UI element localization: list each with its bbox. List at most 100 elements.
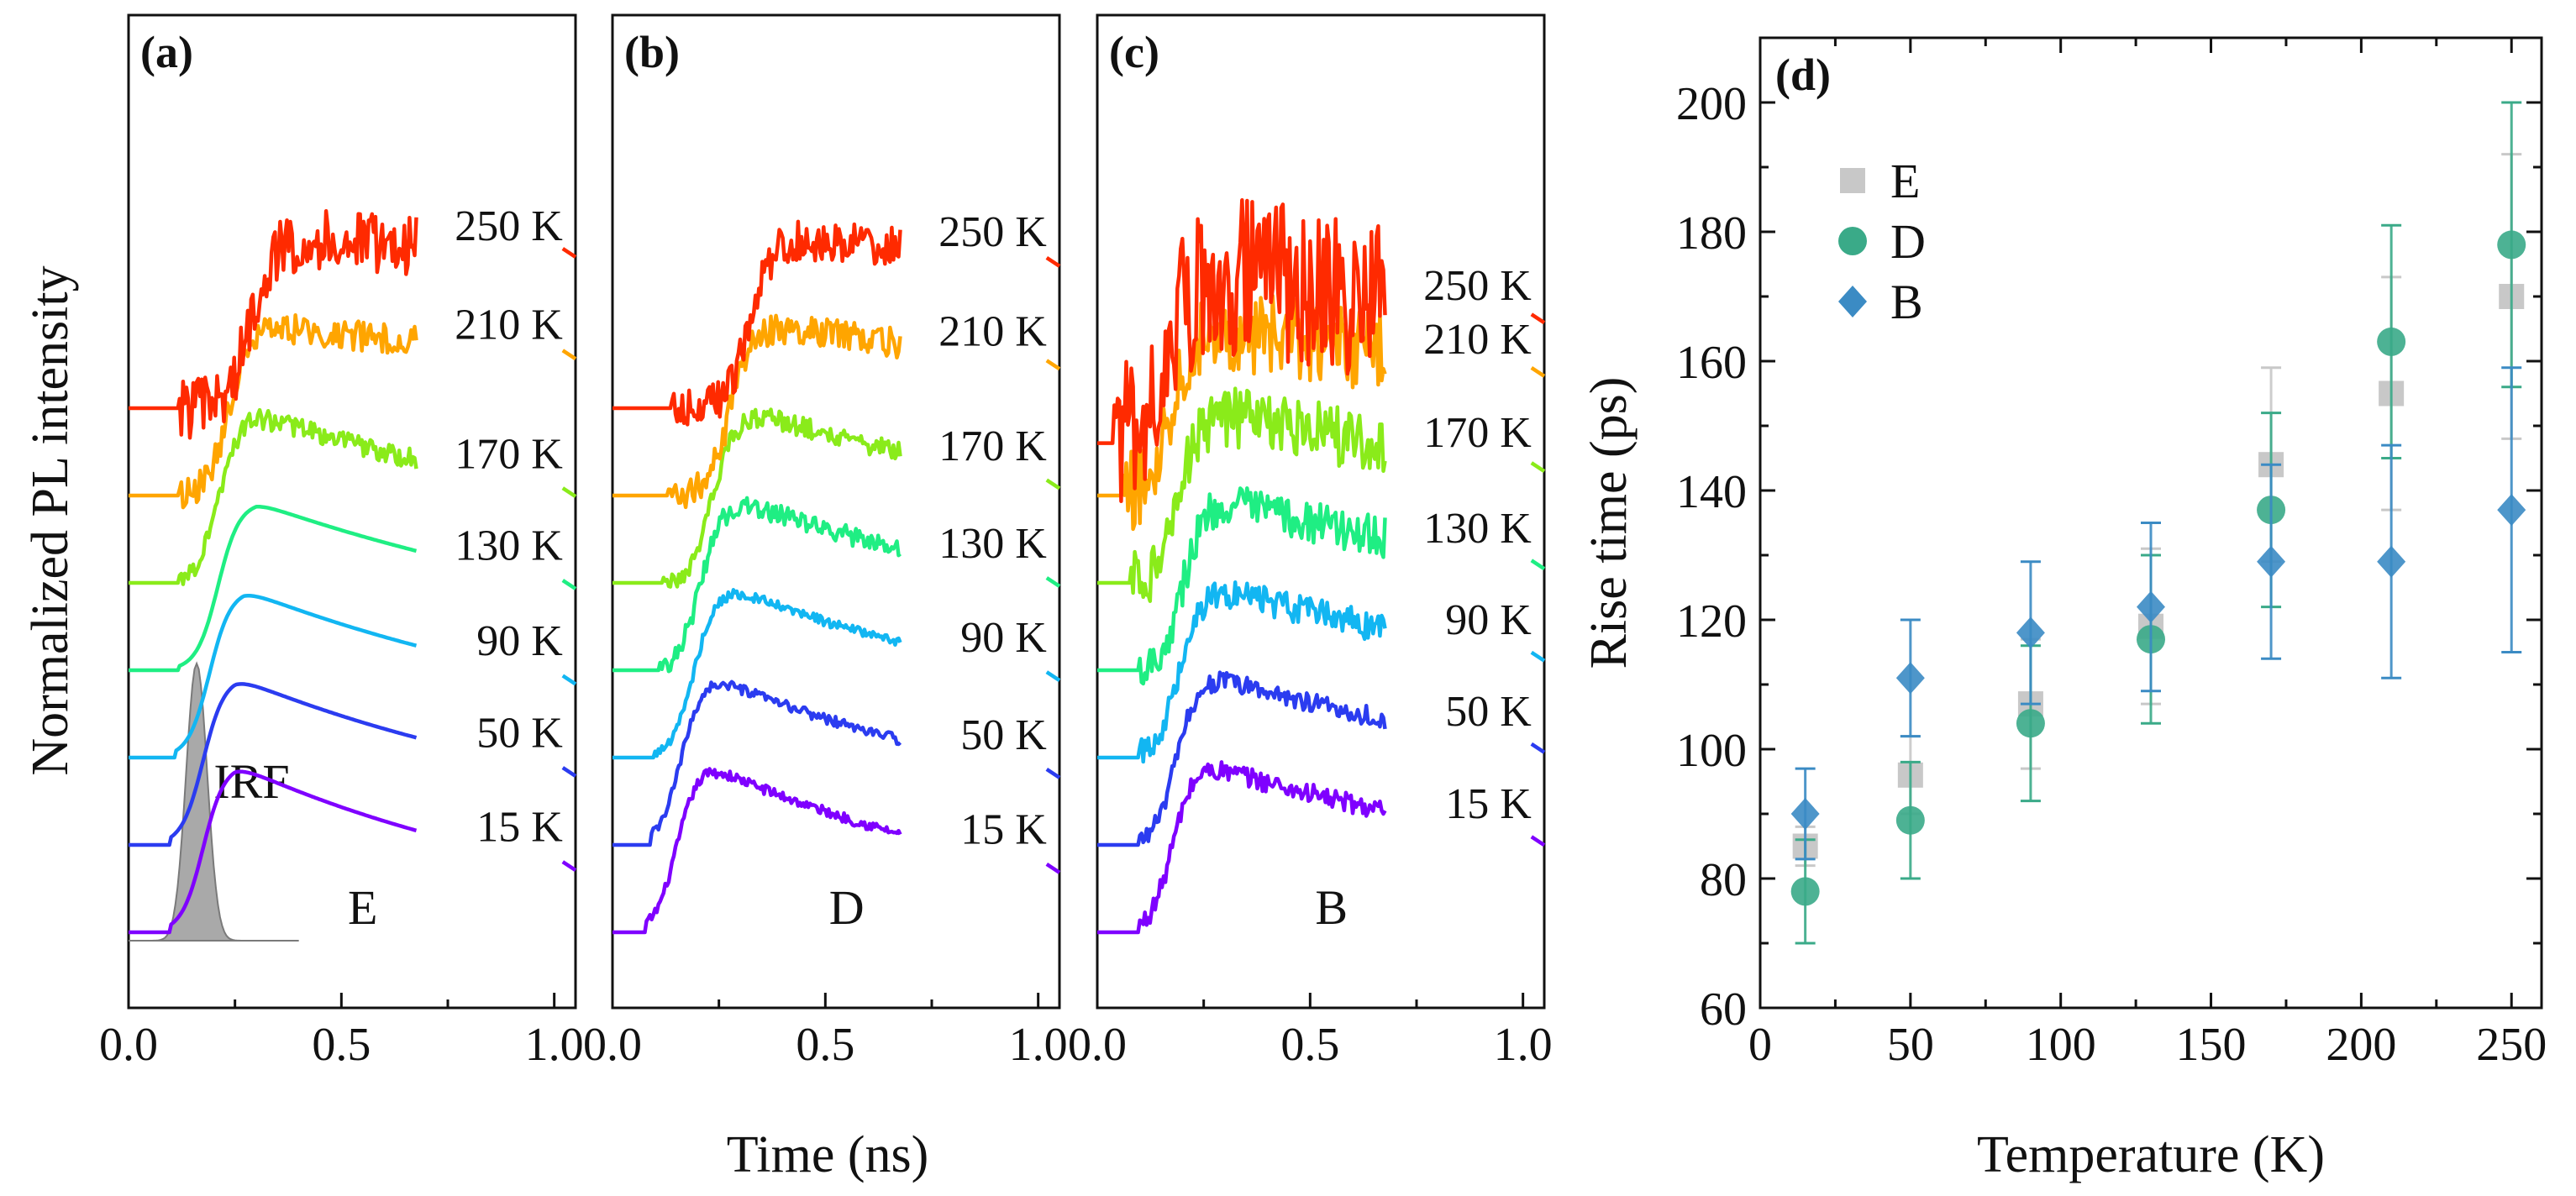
trace-tail bbox=[1530, 650, 1546, 663]
sample-label: E bbox=[348, 880, 377, 935]
trace-tail bbox=[561, 860, 577, 872]
trace-170k bbox=[612, 407, 902, 589]
panel-letter: (d) bbox=[1775, 50, 1831, 100]
trace-tail bbox=[561, 486, 577, 499]
point-b-90 bbox=[2016, 616, 2045, 649]
trace-tail bbox=[1530, 742, 1546, 754]
temp-label: 130 K bbox=[1423, 505, 1532, 553]
temp-label: 90 K bbox=[960, 614, 1047, 662]
trace-tail bbox=[1045, 478, 1061, 490]
point-d-15 bbox=[1790, 877, 1820, 906]
temp-label: 250 K bbox=[455, 202, 563, 250]
temp-label: 50 K bbox=[960, 711, 1047, 759]
trace-tail bbox=[1530, 559, 1546, 571]
panel-d: (d) Temperature (K) Rise time (ps) 0 50 100 15… bbox=[1580, 36, 2547, 1183]
panel-letter: (b) bbox=[624, 27, 680, 77]
legend-marker-b bbox=[1838, 286, 1867, 317]
legend-marker-d bbox=[1838, 227, 1867, 255]
x-tick-label: 250 bbox=[2476, 1019, 2547, 1071]
trace-90k bbox=[128, 594, 418, 760]
trace-tail bbox=[561, 247, 577, 259]
legend-marker-e bbox=[1840, 168, 1865, 193]
temp-label: 90 K bbox=[1445, 596, 1532, 644]
trace-tail bbox=[561, 579, 577, 590]
temp-label: 210 K bbox=[455, 302, 563, 349]
y-axis-label: Rise time (ps) bbox=[1580, 377, 1638, 669]
trace-50k bbox=[128, 682, 418, 847]
point-b-250 bbox=[2497, 494, 2526, 527]
temp-label: 170 K bbox=[1423, 409, 1532, 457]
point-b-170 bbox=[2257, 545, 2286, 578]
sample-label: B bbox=[1315, 880, 1348, 935]
temp-label: 90 K bbox=[476, 617, 563, 665]
sample-label: D bbox=[829, 880, 865, 935]
trace-tail bbox=[1045, 576, 1061, 588]
plot-frame bbox=[611, 13, 1061, 1010]
pl-ylabel: Normalized PL intensity bbox=[22, 265, 79, 775]
x-tick-label: 50 bbox=[1887, 1019, 1934, 1071]
trace-50k bbox=[1096, 670, 1387, 847]
trace-130k bbox=[1096, 486, 1387, 686]
panel-b: (b) 0.0 0.5 1.0 15 K 50 K 90 K 130 K 170 K 210 K 2… bbox=[583, 13, 1068, 1071]
y-tick-label: 80 bbox=[1700, 854, 1747, 906]
point-b-50 bbox=[1895, 662, 1925, 695]
trace-170k bbox=[128, 407, 418, 586]
trace-130k bbox=[612, 496, 902, 674]
trace-tail bbox=[561, 766, 577, 778]
temp-label: 170 K bbox=[455, 431, 563, 479]
trace-tail bbox=[1045, 767, 1061, 779]
x-tick-label: 1.0 bbox=[525, 1019, 584, 1071]
trace-tail bbox=[1045, 359, 1061, 371]
trace-250k bbox=[128, 209, 418, 440]
plot-frame bbox=[1096, 13, 1546, 1010]
x-tick-label: 0.5 bbox=[312, 1019, 371, 1071]
temp-label: 210 K bbox=[938, 308, 1047, 356]
temp-label: 130 K bbox=[938, 520, 1047, 568]
y-tick-label: 140 bbox=[1676, 466, 1747, 518]
trace-tail bbox=[561, 674, 577, 686]
point-b-15 bbox=[1790, 798, 1820, 830]
x-tick-label: 100 bbox=[2026, 1019, 2096, 1071]
x-tick-label: 1.0 bbox=[1009, 1019, 1068, 1071]
trace-15k bbox=[1096, 760, 1387, 935]
trace-tail bbox=[1530, 835, 1546, 847]
legend-label-b: B bbox=[1890, 275, 1923, 329]
point-b-130 bbox=[2137, 590, 2165, 623]
x-tick-label: 0.0 bbox=[99, 1019, 158, 1071]
temp-label: 250 K bbox=[1423, 262, 1532, 310]
x-tick-label: 0.0 bbox=[1068, 1019, 1127, 1071]
y-tick-label: 120 bbox=[1676, 595, 1747, 648]
y-tick-label: 100 bbox=[1676, 725, 1747, 777]
trace-15k bbox=[128, 769, 418, 935]
point-d-50 bbox=[1895, 805, 1925, 835]
x-axis-label: Temperature (K) bbox=[1977, 1126, 2325, 1183]
temp-label: 210 K bbox=[1423, 316, 1532, 364]
trace-tail bbox=[1045, 255, 1061, 268]
point-d-210 bbox=[2377, 327, 2406, 356]
temp-label: 15 K bbox=[960, 806, 1047, 854]
plot-frame bbox=[1759, 36, 2543, 1010]
x-tick-label: 0.5 bbox=[796, 1019, 854, 1071]
trace-170k bbox=[1096, 386, 1387, 603]
trace-tail bbox=[1045, 862, 1061, 874]
irf-curve bbox=[129, 661, 299, 942]
y-tick-label: 200 bbox=[1676, 78, 1747, 130]
trace-tail bbox=[1045, 670, 1061, 682]
panel-letter: (c) bbox=[1109, 27, 1159, 77]
pl-xlabel: Time (ns) bbox=[727, 1126, 929, 1183]
point-b-210 bbox=[2377, 545, 2406, 578]
panel-letter: (a) bbox=[140, 27, 193, 77]
trace-tail bbox=[1530, 312, 1546, 325]
legend-label-e: E bbox=[1890, 154, 1920, 208]
point-d-250 bbox=[2497, 230, 2526, 260]
trace-210k bbox=[1096, 294, 1387, 532]
x-tick-label: 1.0 bbox=[1494, 1019, 1553, 1071]
temp-label: 250 K bbox=[938, 208, 1047, 256]
trace-15k bbox=[612, 767, 902, 935]
panel-c: (c) 0.0 0.5 1.0 15 K 50 K 90 K 130 K 170 K 210 K 2… bbox=[1068, 13, 1553, 1071]
trace-tail bbox=[561, 349, 577, 361]
trace-130k bbox=[128, 505, 418, 673]
y-tick-label: 180 bbox=[1676, 207, 1747, 260]
x-tick-label: 200 bbox=[2326, 1019, 2396, 1071]
